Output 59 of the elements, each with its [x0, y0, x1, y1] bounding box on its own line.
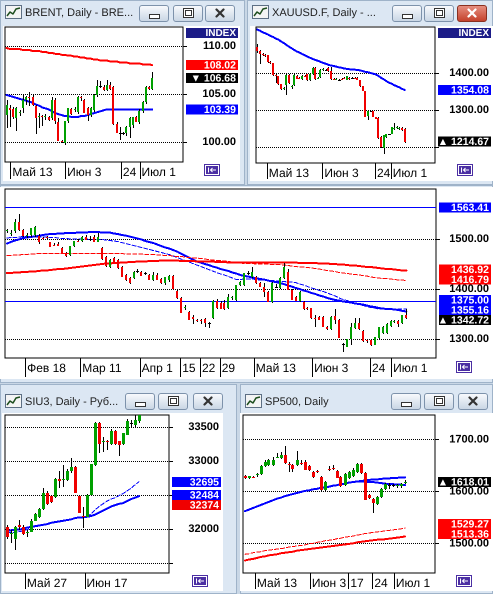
y-tick-label: 1700.00 [449, 433, 489, 446]
ref-line-label: 1375.00 [451, 294, 490, 307]
chart-title: BRENT, Daily - BRE... [25, 6, 134, 20]
y-tick-label: 1400.00 [449, 283, 489, 295]
x-tick-label: 24 [372, 361, 386, 375]
y-tick-label: 1300.00 [449, 333, 489, 345]
y-tick-label: 108.02 [204, 60, 236, 72]
x-tick-label: Июл 1 [392, 166, 428, 180]
x-tick-label: Май 13 [268, 166, 310, 180]
x-tick-label: 17 [350, 576, 364, 590]
chart-title: XAUUSD.F, Daily - ... [272, 6, 376, 20]
y-tick-label: 32000 [188, 522, 219, 535]
x-tick-label: Июн 3 [314, 361, 349, 375]
x-tick-label: 15 [182, 361, 196, 375]
x-tick-label: 24 [374, 576, 388, 590]
ref-line-label: 1563.41 [451, 202, 490, 214]
x-tick-label: Июн 17 [86, 576, 128, 590]
y-tick-label: 32374 [190, 499, 220, 512]
y-tick-label: 32695 [190, 476, 220, 488]
y-tick-label: 103.39 [204, 104, 236, 116]
y-tick-label: 1529.27 [451, 518, 490, 530]
text: INDEX [458, 28, 490, 39]
y-tick-label: ▲ 1618.01 [438, 476, 490, 488]
chart-title: SIU3, Daily - Руб... [25, 395, 118, 409]
y-tick-label: ▲ 1342.72 [438, 314, 490, 327]
x-tick-label: 22 [202, 361, 216, 375]
y-tick-label: 105.00 [202, 88, 236, 100]
y-tick-label: 1436.92 [451, 264, 490, 276]
x-tick-label: Июн 3 [324, 166, 360, 180]
x-tick-label: Май 13 [256, 576, 298, 590]
x-tick-label: 29 [222, 361, 236, 375]
x-tick-label: Фев 18 [27, 361, 66, 375]
x-tick-label: Апр 1 [142, 361, 174, 375]
x-tick-label: Июл 1 [396, 576, 431, 590]
y-tick-label: 1300.00 [449, 104, 489, 116]
y-tick-label: ▲ 1214.67 [438, 136, 490, 148]
x-tick-label: 24 [376, 166, 391, 180]
x-tick-label: Май 13 [12, 165, 53, 179]
x-tick-label: Июл 1 [142, 165, 176, 179]
y-tick-label: 1416.79 [451, 274, 490, 286]
y-tick-label: 33000 [188, 455, 219, 468]
x-tick-label: Июл 1 [393, 361, 428, 375]
y-tick-label: 1500.00 [449, 233, 489, 245]
y-tick-label: 110.00 [202, 40, 236, 52]
x-tick-label: Июн 3 [67, 165, 102, 179]
y-tick-label: 1355.16 [451, 304, 490, 317]
y-tick-label: 32484 [190, 489, 220, 502]
x-tick-label: Мар 11 [82, 361, 122, 375]
y-tick-label: 33500 [188, 421, 219, 434]
y-tick-label: 100.00 [202, 136, 236, 148]
x-tick-label: 24 [122, 165, 137, 179]
y-tick-label: 1354.08 [451, 84, 490, 96]
x-tick-label: Май 13 [256, 361, 296, 375]
chart-title: SP500, Daily [265, 395, 329, 409]
y-tick-label: ▼ 106.68 [190, 72, 236, 84]
x-tick-label: Июн 3 [312, 576, 346, 590]
text: INDEX [205, 28, 236, 39]
y-tick-label: 1400.00 [449, 66, 489, 79]
x-tick-label: Май 27 [26, 576, 68, 590]
